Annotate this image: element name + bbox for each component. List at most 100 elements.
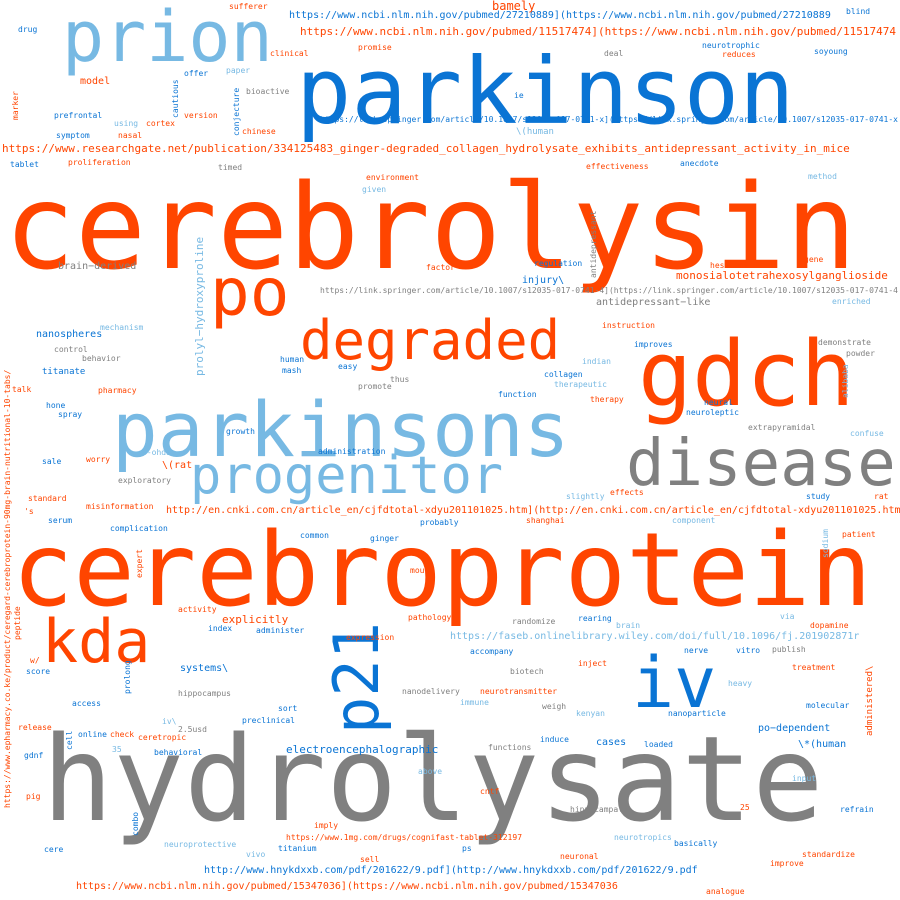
word-function: function — [498, 390, 537, 399]
word-conjecture: conjecture — [232, 87, 241, 136]
word-nasal: nasal — [118, 131, 143, 140]
url-researchgate: https://www.researchgate.net/publication… — [2, 142, 850, 155]
word-bamely: bamely — [492, 0, 536, 13]
word-systems: systems\ — [180, 663, 229, 674]
word-functions: functions — [488, 743, 532, 752]
word-hippocampal: hippocampal — [570, 805, 623, 814]
word-clinical: clinical — [270, 49, 309, 58]
word-blind: blind — [846, 7, 871, 16]
word-administered: administered\ — [865, 665, 875, 736]
word-misinformation: misinformation — [86, 502, 154, 511]
word-rat: rat — [874, 492, 889, 501]
word-induce: induce — [540, 735, 569, 744]
word-hippocampus: hippocampus — [178, 689, 231, 698]
word-score: score — [26, 667, 51, 676]
word-cortex: cortex — [146, 119, 175, 128]
word-preclinical: preclinical — [242, 716, 295, 725]
url-cnki: http://en.cnki.com.cn/article_en/cjfdtot… — [166, 505, 900, 516]
word-talk: talk — [12, 385, 32, 394]
url-faseb: https://faseb.onlinelibrary.wiley.com/do… — [450, 631, 860, 642]
word-cerebrolysin: cerebrolysin — [4, 158, 857, 296]
word-antidepressant-like: antidepressant−like — [596, 297, 711, 308]
word-imply: imply — [314, 821, 339, 830]
word-exploratory: exploratory — [118, 476, 171, 485]
word-probably: probably — [420, 518, 459, 527]
word-activity: activity — [178, 605, 217, 614]
word-gene: gene — [804, 255, 824, 264]
word-model: model — [80, 76, 111, 87]
word-worry: worry — [86, 455, 111, 464]
word-marker: marker — [11, 91, 20, 120]
word-injury: injury\ — [522, 275, 565, 286]
word-access: access — [72, 699, 101, 708]
word-kda: kda — [42, 607, 151, 677]
word-effectiveness: effectiveness — [586, 162, 649, 171]
word-iv-esc: iv\ — [162, 717, 177, 726]
word-enriched: enriched — [832, 297, 871, 306]
word-titanate: titanate — [42, 367, 86, 377]
word-serum: serum — [48, 516, 73, 525]
word-25: 25 — [740, 803, 750, 812]
word-proliferation: proliferation — [68, 158, 131, 167]
word-sort: sort — [278, 704, 298, 713]
word-hesitant: hesitant — [710, 261, 749, 270]
word-version: version — [184, 111, 218, 120]
word-prefrontal: prefrontal — [54, 111, 103, 120]
word-randomize: randomize — [512, 617, 556, 626]
word-cases: cases — [596, 737, 627, 748]
word-via: via — [780, 612, 795, 621]
word-neuroprotective: neuroprotective — [164, 840, 237, 849]
word-deal: deal — [604, 49, 624, 58]
word-easy: easy — [338, 362, 358, 371]
word-therapeutic: therapeutic — [554, 380, 607, 389]
word-dopamine: dopamine — [810, 621, 849, 630]
url-epharmacy: https://www.epharmacy.co.ke/product/cere… — [3, 369, 12, 808]
word-degraded: degraded — [300, 309, 561, 372]
word-promise: promise — [358, 43, 392, 52]
word-hydrolysate: hydrolysate — [42, 710, 824, 848]
word-index: index — [208, 624, 233, 633]
word-basically: basically — [674, 839, 718, 848]
word-powder: powder — [846, 349, 875, 358]
word-analogue: analogue — [706, 887, 745, 896]
word-accompany: accompany — [470, 647, 514, 656]
word-behavior: behavior — [82, 354, 121, 363]
word-standard: standard — [28, 494, 67, 503]
word-therapy: therapy — [590, 395, 624, 404]
word-soyoung: soyoung — [814, 47, 848, 56]
word-neurotrophic: neurotrophic — [702, 41, 760, 50]
word-slightly: slightly — [566, 492, 605, 501]
word-neurotransmitter: neurotransmitter — [480, 687, 558, 696]
word-iv: iv — [632, 642, 717, 724]
word-ceretropic: ceretropic — [138, 733, 187, 742]
word-control: control — [54, 345, 88, 354]
word-chinese: chinese — [242, 127, 276, 136]
url-hnykdxxb: http://www.hnykdxxb.com/pdf/201622/9.pdf… — [204, 865, 698, 876]
word-vivo: vivo — [246, 850, 266, 859]
word-refrain: refrain — [840, 805, 874, 814]
word-rat-esc: \(rat — [162, 460, 193, 471]
word-35: 35 — [112, 745, 122, 754]
word-cntf: cntf — [480, 787, 500, 796]
word-weigh: weigh — [542, 702, 567, 711]
word-biotech: biotech — [510, 667, 544, 676]
word-po-dependent: po−dependent — [758, 723, 831, 734]
word-cerebroprotein: cerebroprotein — [12, 511, 872, 630]
word-nanospheres: nanospheres — [36, 329, 103, 340]
word-paper: paper — [226, 66, 251, 75]
word-promote: promote — [358, 382, 392, 391]
word-neurotropics: neurotropics — [614, 833, 672, 842]
word-indian: indian — [582, 357, 611, 366]
url-springer-short: https://link.springer.com/article/10.100… — [320, 286, 898, 295]
word-cell: cell — [65, 730, 74, 750]
word-progenitor: progenitor — [190, 446, 504, 506]
word-mechanism: mechanism — [100, 323, 144, 332]
word-growth: growth — [226, 427, 255, 436]
word-offer: offer — [184, 69, 209, 78]
word-effects: effects — [610, 488, 644, 497]
word-environment: environment — [366, 173, 419, 182]
word-peptide: peptide — [13, 606, 22, 640]
word-sodium: sodium — [821, 529, 830, 558]
word-brain-derived: brain−derived — [58, 261, 137, 272]
word-complication: complication — [110, 524, 168, 533]
